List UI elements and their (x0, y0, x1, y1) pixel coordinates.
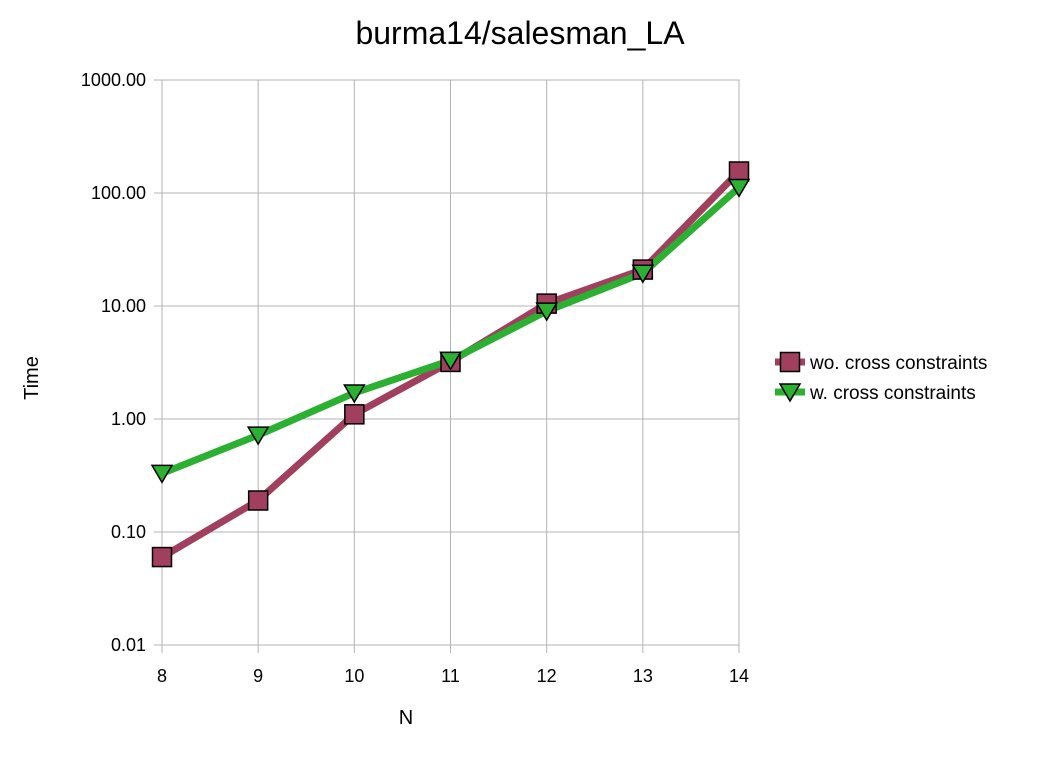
legend-label: wo. cross constraints (809, 353, 987, 374)
chart-title: burma14/salesman_LA (355, 15, 685, 51)
data-point (151, 546, 173, 568)
data-point (727, 178, 751, 198)
legend-label: w. cross constraints (809, 383, 976, 404)
legend-marker (779, 351, 801, 373)
y-tick-label: 0.01 (111, 635, 146, 655)
x-tick-label: 11 (441, 666, 460, 686)
legend-entry: wo. cross constraints (775, 351, 987, 374)
x-tick-label: 9 (253, 666, 263, 686)
legend-marker (778, 383, 802, 403)
data-point (728, 161, 750, 182)
series-layer (150, 161, 751, 568)
x-tick-label: 14 (729, 666, 749, 686)
x-tick-label: 8 (157, 666, 167, 686)
x-axis-label: N (399, 707, 413, 729)
y-tick-label: 10.00 (101, 296, 146, 316)
data-point (439, 351, 462, 371)
plot-frame (161, 79, 740, 646)
axes: 0.01 0.10 1.00 10.00 100.00 1000.00 8 9 10 11 12 13… (81, 70, 749, 686)
data-point (343, 384, 366, 404)
data-point (535, 302, 558, 322)
x-tick-label: 10 (344, 666, 364, 686)
x-tick-label: 12 (537, 666, 557, 686)
y-tick-label: 1000.00 (81, 70, 146, 90)
legend-entry: w. cross constraints (775, 383, 976, 404)
data-point (246, 426, 270, 446)
y-tick-label: 0.10 (111, 522, 146, 542)
data-point (247, 490, 269, 511)
data-point (631, 264, 655, 284)
data-point (150, 464, 174, 484)
data-point (344, 404, 365, 425)
legend: wo. cross constraints w. cross constraint… (775, 351, 987, 404)
series-2-points (150, 178, 751, 484)
x-tick-label: 13 (633, 666, 653, 686)
y-axis-label: Time (21, 356, 43, 400)
y-tick-label: 100.00 (91, 183, 146, 203)
y-tick-label: 1.00 (111, 409, 146, 429)
